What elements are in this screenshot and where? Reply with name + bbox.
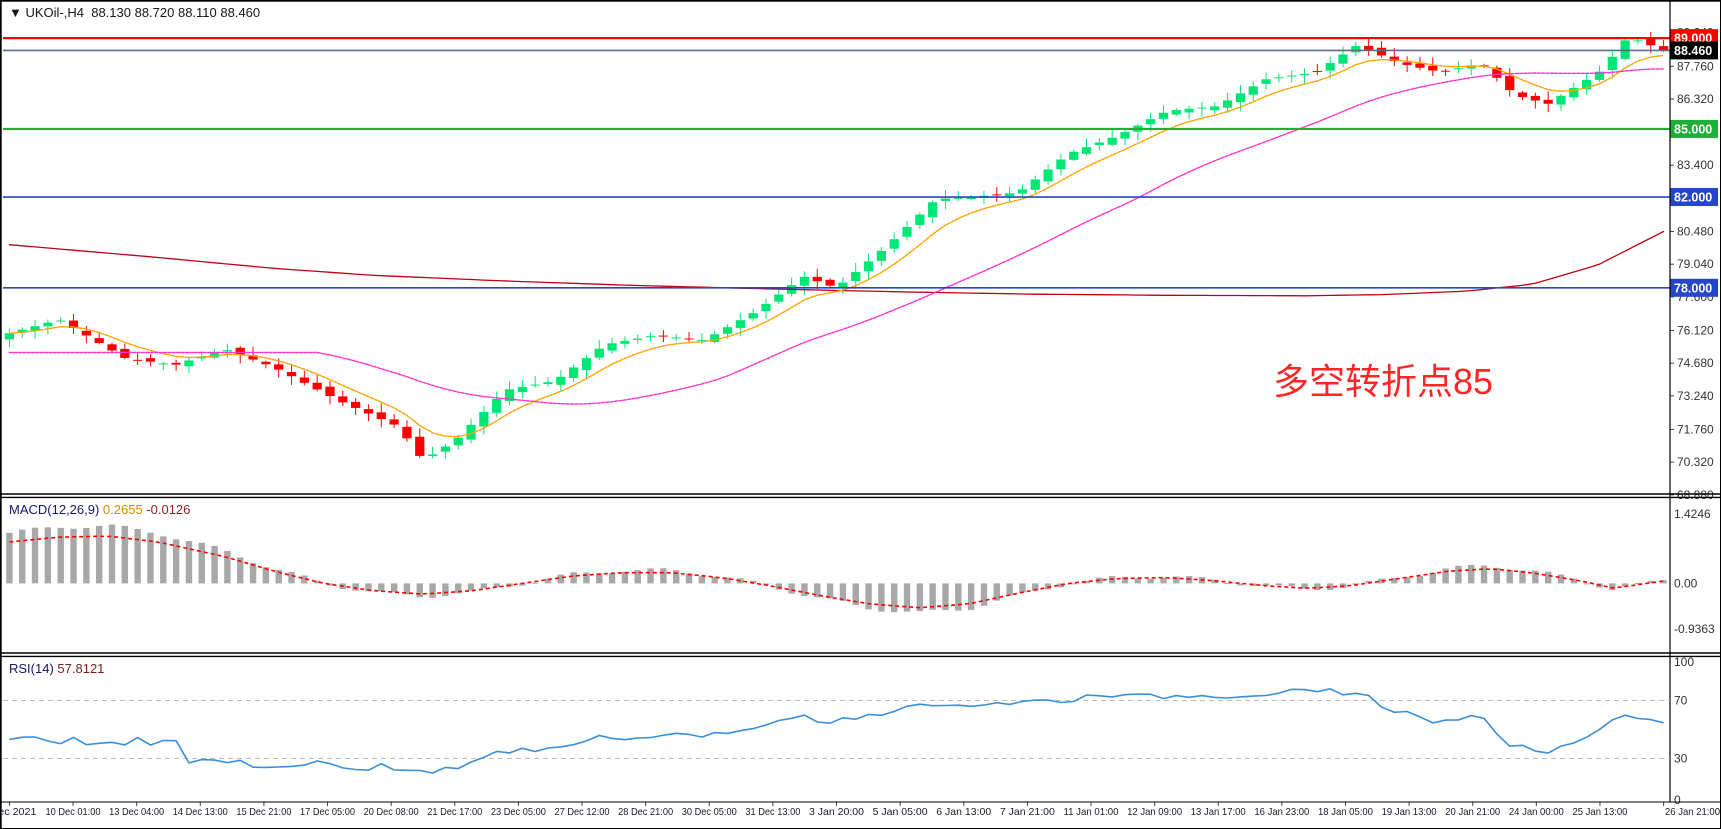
svg-text:31 Dec 13:00: 31 Dec 13:00 — [745, 807, 800, 818]
svg-text:0.00: 0.00 — [1674, 576, 1698, 590]
svg-text:16 Jan 23:00: 16 Jan 23:00 — [1254, 807, 1309, 818]
svg-text:-0.9363: -0.9363 — [1674, 622, 1715, 636]
svg-text:8 Dec 2021: 8 Dec 2021 — [1, 807, 37, 818]
svg-text:30: 30 — [1674, 752, 1688, 766]
svg-text:27 Dec 12:00: 27 Dec 12:00 — [555, 807, 610, 818]
svg-text:25 Jan 13:00: 25 Jan 13:00 — [1572, 807, 1627, 818]
svg-text:20 Dec 08:00: 20 Dec 08:00 — [364, 807, 419, 818]
svg-text:79.040: 79.040 — [1677, 257, 1714, 271]
svg-text:15 Dec 21:00: 15 Dec 21:00 — [236, 807, 291, 818]
svg-text:11 Jan 01:00: 11 Jan 01:00 — [1063, 807, 1118, 818]
svg-text:100: 100 — [1674, 655, 1694, 669]
svg-text:24 Jan 00:00: 24 Jan 00:00 — [1509, 807, 1564, 818]
svg-text:88.460: 88.460 — [1674, 44, 1712, 58]
svg-text:20 Jan 21:00: 20 Jan 21:00 — [1445, 807, 1500, 818]
svg-text:10 Dec 01:00: 10 Dec 01:00 — [46, 807, 101, 818]
svg-text:28 Dec 21:00: 28 Dec 21:00 — [618, 807, 673, 818]
svg-text:7 Jan 21:00: 7 Jan 21:00 — [1000, 807, 1055, 818]
svg-text:80.480: 80.480 — [1677, 225, 1714, 239]
svg-text:71.760: 71.760 — [1677, 422, 1714, 436]
svg-text:85.000: 85.000 — [1674, 122, 1712, 136]
svg-text:3 Jan 20:00: 3 Jan 20:00 — [809, 807, 864, 818]
svg-text:1.4246: 1.4246 — [1674, 507, 1711, 521]
svg-text:12 Jan 09:00: 12 Jan 09:00 — [1127, 807, 1182, 818]
svg-text:14 Dec 13:00: 14 Dec 13:00 — [173, 807, 228, 818]
svg-text:70: 70 — [1674, 694, 1688, 708]
svg-text:19 Jan 13:00: 19 Jan 13:00 — [1382, 807, 1437, 818]
svg-text:26 Jan 21:00: 26 Jan 21:00 — [1665, 807, 1720, 818]
svg-text:82.000: 82.000 — [1674, 191, 1712, 205]
svg-text:78.000: 78.000 — [1674, 281, 1712, 295]
svg-text:13 Jan 17:00: 13 Jan 17:00 — [1191, 807, 1246, 818]
svg-text:多空转折点85: 多空转折点85 — [1273, 361, 1493, 402]
svg-text:70.320: 70.320 — [1677, 455, 1714, 469]
svg-text:17 Dec 05:00: 17 Dec 05:00 — [300, 807, 355, 818]
svg-text:18 Jan 05:00: 18 Jan 05:00 — [1318, 807, 1373, 818]
svg-text:87.760: 87.760 — [1677, 59, 1714, 73]
svg-text:21 Dec 17:00: 21 Dec 17:00 — [427, 807, 482, 818]
svg-text:6 Jan 13:00: 6 Jan 13:00 — [936, 807, 991, 818]
svg-text:76.120: 76.120 — [1677, 323, 1714, 337]
svg-text:73.240: 73.240 — [1677, 389, 1714, 403]
svg-text:83.400: 83.400 — [1677, 158, 1714, 172]
svg-text:RSI(14) 57.8121: RSI(14) 57.8121 — [9, 661, 104, 676]
svg-text:68.880: 68.880 — [1677, 488, 1714, 502]
svg-text:0: 0 — [1674, 793, 1681, 807]
svg-text:13 Dec 04:00: 13 Dec 04:00 — [109, 807, 164, 818]
svg-text:23 Dec 05:00: 23 Dec 05:00 — [491, 807, 546, 818]
svg-text:MACD(12,26,9) 0.2655 -0.0126: MACD(12,26,9) 0.2655 -0.0126 — [9, 502, 190, 517]
svg-text:86.320: 86.320 — [1677, 92, 1714, 106]
svg-text:5 Jan 05:00: 5 Jan 05:00 — [873, 807, 928, 818]
svg-text:74.680: 74.680 — [1677, 356, 1714, 370]
svg-text:30 Dec 05:00: 30 Dec 05:00 — [682, 807, 737, 818]
